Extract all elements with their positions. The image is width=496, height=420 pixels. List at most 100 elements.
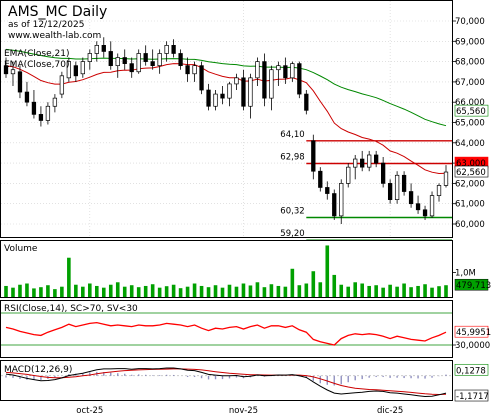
volume-bar [53, 289, 57, 297]
candle-body [101, 45, 106, 52]
macd-last-value: -1,1717 [456, 392, 489, 402]
volume-bar [430, 287, 434, 297]
chart-site: www.wealth-lab.com [8, 31, 101, 41]
volume-bar [444, 285, 448, 297]
price-axis: 70,000 69,000 68,000 67,000 66,000 65,000 64,0… [452, 17, 489, 230]
ema70-path [5, 48, 447, 127]
price-tick-label: 69,000 [455, 37, 485, 47]
candle-body [346, 166, 351, 184]
volume-bars [4, 245, 448, 297]
chart-title: AMS_MC Daily [8, 4, 107, 20]
volume-bar [234, 286, 239, 297]
volume-bar [115, 282, 120, 297]
ema70-label: EMA(Close,70) [4, 60, 69, 70]
price-tick-label: 64,000 [455, 139, 485, 149]
candle-body [360, 158, 365, 168]
volume-bar [213, 285, 218, 297]
volume-bar [39, 287, 43, 297]
candle-body [332, 193, 337, 217]
candle-body [122, 57, 127, 64]
rsi-line [1, 312, 452, 346]
candle-body [401, 174, 407, 192]
x-axis: oct-25 nov-25 dic-25 [76, 406, 403, 416]
volume-bar [325, 245, 330, 297]
macd-path [5, 367, 447, 398]
volume-bar [150, 284, 155, 297]
candle-body [87, 53, 92, 62]
volume-bar [67, 257, 71, 297]
candle-body [171, 45, 176, 54]
candle-body [150, 61, 155, 67]
macd-title: MACD(12,26,9) [4, 365, 72, 375]
candle-body [24, 91, 30, 103]
volume-bar [290, 268, 295, 297]
rsi-panel [0, 300, 453, 358]
candle-body [325, 187, 330, 194]
candle-body [248, 77, 253, 107]
volume-bar [360, 283, 364, 297]
volume-bar [4, 285, 8, 297]
candle-body [387, 183, 393, 200]
volume-bar [276, 285, 281, 297]
rsi-last-value: 45,9951 [456, 328, 491, 338]
volume-bar [60, 286, 64, 297]
candle-body [374, 154, 379, 164]
volume-bar [164, 286, 169, 297]
volume-bar [25, 283, 29, 297]
volume-bar [262, 287, 267, 297]
level-label: 59,20 [280, 229, 304, 239]
level-label: 60,32 [280, 207, 304, 217]
candle-body [73, 65, 78, 77]
volume-bar [353, 282, 358, 297]
volume-bar [143, 285, 148, 297]
level-label: 64,10 [280, 130, 304, 140]
volume-title: Volume [4, 244, 38, 254]
volume-bar [192, 283, 197, 297]
candle-body [3, 65, 9, 75]
candle-body [199, 65, 204, 91]
macd-top-box [454, 363, 489, 376]
volume-bar [220, 287, 225, 297]
price-tick-label: 70,000 [455, 17, 485, 27]
macd-lines [1, 367, 452, 398]
volume-bar [283, 286, 288, 297]
volume-bar [304, 283, 309, 297]
rsi-axis: 30,0000 45,9951 [452, 325, 491, 351]
volume-bar [18, 284, 22, 297]
candle-body [429, 195, 435, 217]
rsi-last-box [454, 325, 489, 338]
volume-bar [311, 271, 316, 297]
ema70-last-value: 65,560 [456, 107, 486, 117]
candle-body [157, 53, 162, 67]
candle-body [80, 61, 85, 75]
volume-bar [227, 284, 232, 297]
volume-bar [157, 287, 162, 297]
volume-bar [129, 285, 134, 297]
price-tick-label: 61,000 [455, 200, 485, 210]
candle-body [185, 65, 190, 75]
volume-bar [318, 282, 323, 297]
price-tick-label: 65,000 [455, 119, 485, 129]
candle-body [367, 154, 372, 168]
volume-bar [409, 287, 413, 297]
candle-body [59, 75, 65, 95]
volume-bar [81, 286, 85, 297]
volume-bar [206, 287, 211, 297]
volume-bar [374, 285, 378, 297]
candle-body [436, 185, 442, 196]
level-label: 62,98 [280, 153, 304, 163]
macd-top-value: 0,1278 [456, 366, 486, 376]
candle-body [227, 83, 232, 99]
candle-body [115, 57, 120, 67]
candle-body [394, 174, 400, 200]
ema70-line [5, 48, 447, 127]
candle-body [66, 61, 72, 79]
volume-bar [108, 284, 113, 297]
candle-body [380, 162, 386, 184]
candle-body [31, 101, 37, 115]
candle-body [136, 53, 141, 73]
candle-body [38, 114, 44, 121]
volume-bar [241, 283, 246, 297]
